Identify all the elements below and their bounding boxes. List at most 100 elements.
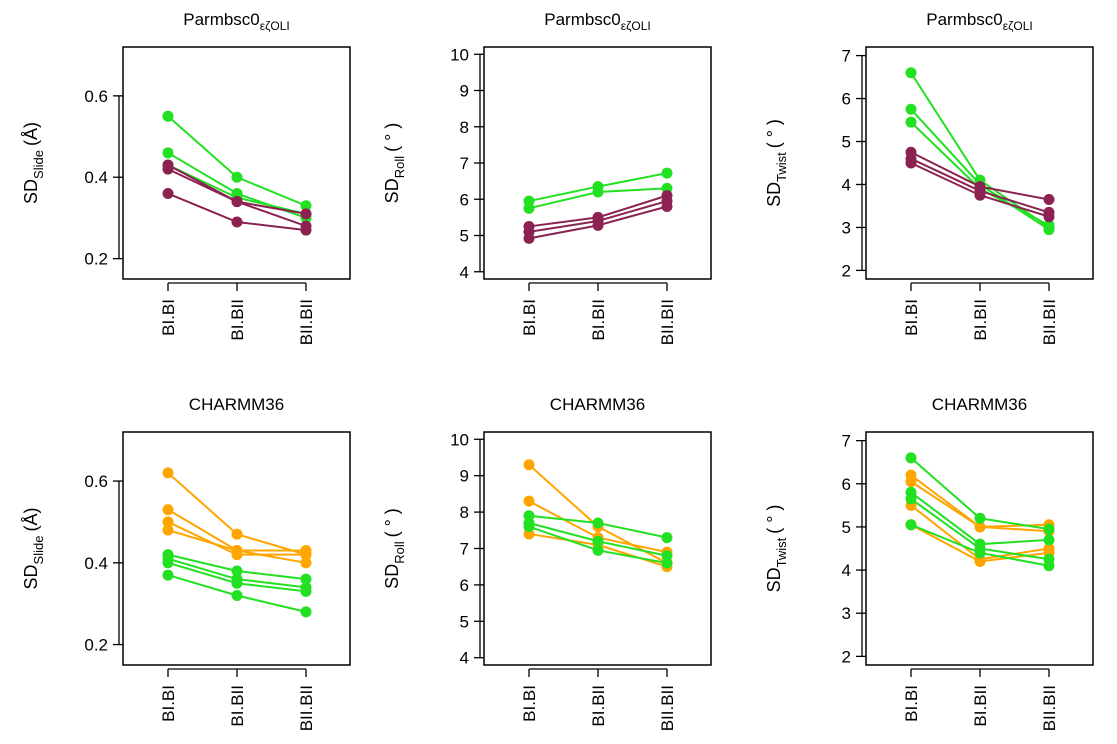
y-axis-label-subscript: Twist — [774, 537, 789, 567]
y-axis-label-subscript: Slide — [31, 150, 46, 179]
chart-panel-1: Parmbsc0εζOLI SDSlide (Å) 0.2 0.4 0.6 BI.BI BI.… — [21, 10, 350, 345]
data-point — [906, 104, 917, 115]
y-axis-label-subscript: Roll — [392, 541, 407, 564]
series-line — [168, 473, 306, 555]
x-tick-label: BI.BI — [902, 299, 921, 336]
data-point — [593, 545, 604, 556]
data-point — [524, 496, 535, 507]
x-tick-label: BI.BII — [971, 685, 990, 727]
data-point — [524, 521, 535, 532]
chart-title-main: Parmbsc0 — [544, 10, 621, 29]
x-tick-label: BI.BI — [520, 299, 539, 336]
y-tick-label: 5 — [460, 227, 469, 246]
chart-panel-5: CHARMM36SDRoll( ° )45678910BI.BI BI.BII BI… — [382, 395, 711, 731]
x-tick-label: BII.BII — [658, 299, 677, 345]
chart-title-main: CHARMM36 — [189, 395, 284, 414]
chart-title-main: CHARMM36 — [550, 395, 645, 414]
data-point — [163, 147, 174, 158]
data-point — [593, 187, 604, 198]
y-axis-label: SDRoll ( ° ) — [382, 508, 407, 589]
chart-panel-6: CHARMM36 SDTwist ( ° ) 2 3 4 5 6 7 BI.BI BI.BII BII… — [764, 395, 1093, 731]
data-point — [662, 201, 673, 212]
x-tick-label: BI.BI — [159, 299, 178, 336]
y-axis-label-main: SD — [382, 564, 402, 589]
data-point — [163, 504, 174, 515]
data-point — [232, 172, 243, 183]
y-axis-label-unit: (Å) — [21, 122, 41, 146]
data-point — [906, 452, 917, 463]
data-point — [232, 196, 243, 207]
plot-frame — [484, 47, 711, 279]
y-tick-label: 7 — [842, 47, 851, 66]
chart-title-main: Parmbsc0 — [183, 10, 260, 29]
y-axis-label-unit: ( ° ) — [382, 508, 402, 537]
x-tick-label: BI.BII — [589, 685, 608, 727]
y-tick-label: 9 — [460, 467, 469, 486]
y-tick-label: 0.2 — [84, 636, 108, 655]
y-tick-label: 4 — [460, 263, 469, 282]
x-tick-label: BII.BII — [297, 299, 316, 345]
data-point — [975, 513, 986, 524]
y-axis-label: SDSlide (Å) — [21, 508, 46, 590]
plot-frame — [123, 47, 350, 279]
chart-title: Parmbsc0εζOLI — [544, 10, 651, 33]
y-tick-label: 10 — [450, 45, 469, 64]
y-axis-label-unit: ( ° ) — [764, 119, 784, 148]
y-axis-label: SDTwist ( ° ) — [764, 119, 789, 207]
data-point — [301, 606, 312, 617]
y-axis-label-main: SD — [21, 564, 41, 589]
data-point — [1044, 524, 1055, 535]
x-tick-label: BII.BII — [1040, 685, 1059, 731]
chart-title-main: Parmbsc0 — [926, 10, 1003, 29]
data-point — [1044, 534, 1055, 545]
x-tick-label: BII.BII — [297, 685, 316, 731]
y-tick-label: 3 — [842, 604, 851, 623]
chart-title: Parmbsc0εζOLI — [183, 10, 290, 33]
y-tick-label: 0.6 — [84, 87, 108, 106]
data-point — [593, 518, 604, 529]
data-point — [163, 467, 174, 478]
data-point — [593, 220, 604, 231]
data-point — [1044, 194, 1055, 205]
y-tick-label: 5 — [842, 518, 851, 537]
y-axis-label-unit: ( ° ) — [382, 123, 402, 152]
chart-title-subscript: εζOLI — [1003, 19, 1033, 33]
y-tick-label: 5 — [842, 133, 851, 152]
data-point — [301, 557, 312, 568]
data-point — [906, 117, 917, 128]
data-point — [1044, 211, 1055, 222]
chart-title: CHARMM36 — [932, 395, 1027, 414]
data-point — [524, 203, 535, 214]
data-point — [301, 208, 312, 219]
x-tick-label: BII.BII — [658, 685, 677, 731]
y-tick-label: 2 — [842, 261, 851, 280]
data-point — [662, 532, 673, 543]
chart-title: CHARMM36 — [550, 395, 645, 414]
y-tick-label: 0.2 — [84, 250, 108, 269]
data-point — [163, 188, 174, 199]
y-tick-label: 7 — [460, 540, 469, 559]
x-tick-label: BI.BI — [902, 685, 921, 722]
y-axis-label-main: SD — [764, 182, 784, 207]
data-point — [232, 590, 243, 601]
chart-panel-4: CHARMM36 SDSlide (Å) 0.2 0.4 0.6 BI.BI BI.BII BI… — [21, 395, 350, 731]
chart-title: Parmbsc0εζOLI — [926, 10, 1033, 33]
y-tick-label: 7 — [842, 432, 851, 451]
data-point — [163, 164, 174, 175]
y-axis-label: SDTwist ( ° ) — [764, 505, 789, 593]
y-tick-label: 10 — [450, 430, 469, 449]
y-tick-label: 0.4 — [84, 168, 108, 187]
data-point — [906, 493, 917, 504]
y-tick-label: 4 — [842, 561, 851, 580]
y-axis-label-main: SD — [382, 178, 402, 203]
data-point — [906, 67, 917, 78]
y-axis-label-main: SD — [764, 567, 784, 592]
y-axis-label-unit: ( ° ) — [764, 505, 784, 534]
y-axis-label: SDSlide (Å) — [21, 122, 46, 204]
y-tick-label: 6 — [842, 475, 851, 494]
chart-title: CHARMM36 — [189, 395, 284, 414]
data-point — [906, 158, 917, 169]
y-tick-label: 2 — [842, 647, 851, 666]
data-point — [232, 578, 243, 589]
